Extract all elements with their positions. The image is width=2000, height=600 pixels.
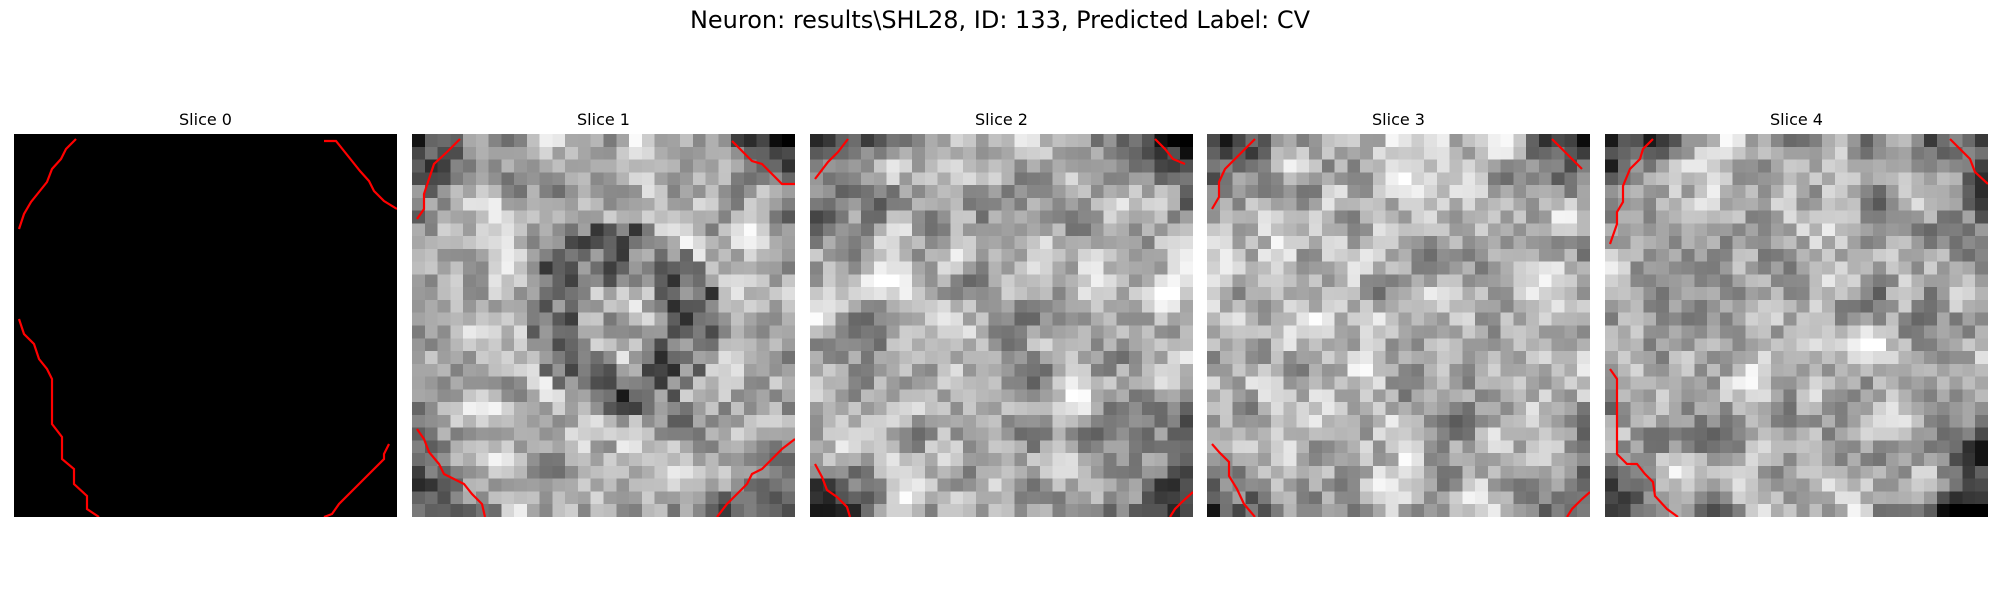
slice-3-image xyxy=(1207,134,1590,517)
slice-4-image xyxy=(1605,134,1988,517)
slice-3-title: Slice 3 xyxy=(1372,110,1425,129)
slice-0-pixels xyxy=(14,134,397,517)
slice-2-title: Slice 2 xyxy=(975,110,1028,129)
slice-4-contour xyxy=(1608,138,1988,517)
slice-3-contour xyxy=(1211,138,1590,517)
slice-0-image xyxy=(14,134,397,517)
slice-1-contour xyxy=(416,138,795,517)
slice-2-pixels xyxy=(810,134,1193,517)
slice-0-title: Slice 0 xyxy=(179,110,232,129)
slice-1-pixels xyxy=(412,134,795,517)
figure-title: Neuron: results\SHL28, ID: 133, Predicte… xyxy=(689,6,1311,34)
slice-1-image xyxy=(412,134,795,517)
slice-4-title: Slice 4 xyxy=(1770,110,1823,129)
slice-4-pixels xyxy=(1605,134,1988,517)
slice-0-contour xyxy=(17,138,397,517)
slice-3-pixels xyxy=(1207,134,1590,517)
slice-1-title: Slice 1 xyxy=(577,110,630,129)
slice-2-contour xyxy=(814,138,1193,517)
slice-2-image xyxy=(810,134,1193,517)
